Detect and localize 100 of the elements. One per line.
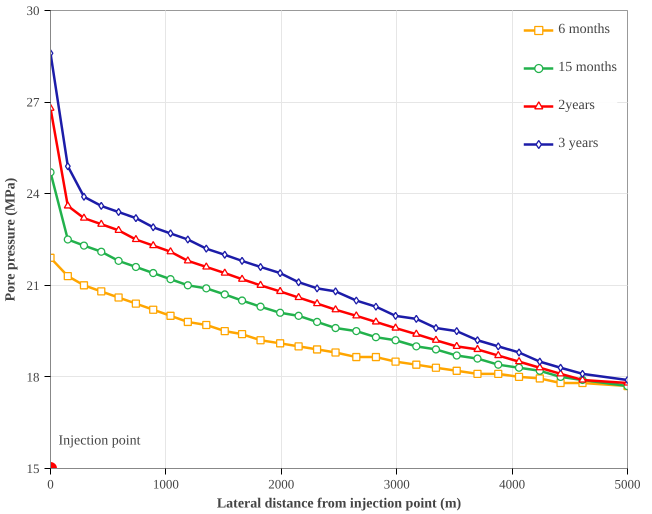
point: [64, 201, 72, 209]
y-tick-label: 18: [26, 369, 40, 384]
point: [473, 354, 482, 363]
point: [494, 360, 502, 369]
point: [114, 293, 123, 302]
point: [412, 360, 420, 369]
point: [114, 256, 123, 266]
point: [353, 296, 360, 305]
point: [276, 308, 284, 317]
point: [276, 286, 284, 294]
point: [97, 287, 106, 296]
point: [372, 352, 380, 362]
point: [132, 234, 140, 242]
legend-label: 6 months: [558, 22, 610, 38]
point: [392, 312, 399, 320]
point: [97, 220, 106, 227]
point: [149, 240, 158, 248]
point: [412, 342, 420, 351]
legend-label: 3 years: [558, 136, 598, 152]
point: [114, 226, 123, 234]
point: [294, 312, 303, 320]
point: [239, 256, 246, 266]
point: [391, 336, 400, 344]
point: [314, 284, 320, 293]
point: [312, 345, 322, 354]
point: [184, 256, 192, 264]
point: [494, 370, 502, 378]
point: [202, 320, 210, 330]
point: [220, 268, 229, 276]
point: [473, 370, 482, 378]
point: [64, 162, 71, 170]
x-axis-title: Lateral distance from injection point (m): [216, 496, 462, 512]
point: [452, 342, 461, 350]
point: [149, 268, 158, 278]
point: [202, 262, 210, 270]
point: [222, 250, 228, 259]
point: [495, 342, 502, 351]
x-tick-label: 1000: [152, 476, 179, 492]
point: [80, 213, 88, 221]
point: [80, 192, 87, 201]
y-tick-label: 30: [26, 3, 40, 18]
point: [202, 284, 210, 292]
point: [132, 214, 139, 222]
point: [258, 262, 264, 272]
point: [132, 262, 140, 272]
x-tick-label: 5000: [614, 476, 640, 492]
y-tick-label: 15: [26, 461, 40, 476]
point: [413, 314, 420, 324]
point: [372, 317, 380, 325]
point: [352, 311, 360, 319]
point: [536, 357, 543, 366]
point: [64, 272, 72, 280]
y-axis-title: Pore pressure (MPa): [4, 177, 18, 302]
point: [331, 348, 340, 357]
annotation: Injection point: [58, 434, 141, 448]
point: [332, 287, 339, 296]
point: [494, 350, 502, 358]
point: [184, 235, 191, 244]
point: [432, 336, 440, 343]
x-tick-label: 3000: [384, 476, 410, 492]
point: [473, 344, 482, 352]
point: [452, 366, 461, 375]
point: [432, 364, 440, 372]
point: [238, 274, 246, 282]
point: [184, 281, 192, 290]
point: [372, 302, 379, 311]
point: [203, 244, 210, 253]
point: [580, 370, 586, 378]
x-tick-label: 2000: [268, 476, 294, 492]
point: [220, 290, 229, 299]
point: [294, 342, 303, 351]
point: [149, 306, 158, 314]
point: [296, 278, 302, 286]
point: [331, 324, 340, 332]
point: [452, 351, 461, 360]
point: [166, 275, 175, 284]
point: [432, 345, 440, 354]
y-tick-label: 21: [26, 278, 40, 293]
point: [132, 299, 140, 308]
point: [238, 296, 246, 305]
point: [80, 241, 88, 250]
x-tick-label: 0: [47, 476, 54, 492]
point: [220, 326, 229, 336]
point: [184, 318, 192, 326]
point: [256, 280, 265, 288]
point: [238, 330, 246, 338]
point: [516, 348, 522, 357]
point: [372, 333, 380, 342]
point: [97, 248, 106, 256]
point: [391, 323, 400, 331]
point: [277, 268, 284, 278]
point: [432, 324, 439, 332]
point: [312, 318, 322, 326]
y-tick-label: 24: [26, 186, 40, 202]
legend-label: 15 months: [558, 60, 617, 76]
point: [331, 305, 340, 312]
point: [256, 336, 265, 344]
point: [558, 364, 564, 372]
point: [514, 372, 524, 382]
point: [150, 223, 156, 232]
